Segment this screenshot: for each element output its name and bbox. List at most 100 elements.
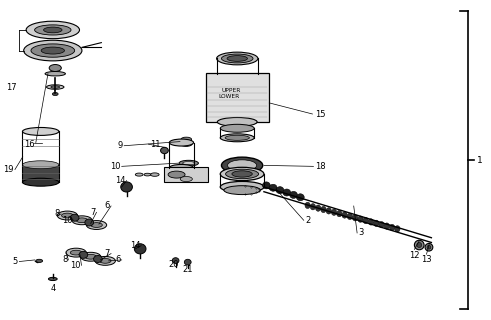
Text: 7: 7 [105, 249, 110, 258]
Ellipse shape [23, 178, 59, 186]
Ellipse shape [26, 21, 80, 39]
Ellipse shape [66, 248, 86, 257]
Ellipse shape [24, 40, 82, 61]
Ellipse shape [263, 182, 270, 189]
Ellipse shape [47, 85, 64, 89]
Ellipse shape [144, 173, 151, 176]
Ellipse shape [45, 71, 65, 76]
Ellipse shape [72, 216, 92, 225]
Ellipse shape [337, 211, 342, 217]
Text: 1: 1 [476, 156, 482, 164]
Text: 2: 2 [305, 216, 310, 225]
Text: 14: 14 [115, 176, 126, 185]
Ellipse shape [297, 194, 304, 201]
Ellipse shape [417, 243, 422, 248]
Ellipse shape [41, 47, 64, 54]
Ellipse shape [221, 54, 253, 63]
Ellipse shape [183, 162, 195, 165]
Text: 8: 8 [55, 209, 60, 219]
Ellipse shape [225, 169, 259, 179]
Ellipse shape [85, 219, 94, 226]
Ellipse shape [305, 202, 310, 209]
Ellipse shape [425, 244, 433, 251]
Text: 3: 3 [358, 228, 364, 237]
Text: 13: 13 [421, 255, 432, 264]
Ellipse shape [225, 135, 249, 140]
Ellipse shape [358, 216, 363, 222]
Text: 4: 4 [50, 284, 55, 293]
Text: 10: 10 [70, 261, 81, 270]
Ellipse shape [395, 226, 400, 232]
Ellipse shape [23, 161, 59, 169]
Ellipse shape [34, 25, 71, 35]
Ellipse shape [368, 219, 374, 225]
Ellipse shape [316, 205, 321, 211]
Ellipse shape [49, 65, 61, 71]
Ellipse shape [168, 171, 185, 178]
Text: 19: 19 [3, 165, 14, 174]
Ellipse shape [363, 217, 368, 224]
Text: 9: 9 [118, 141, 123, 150]
Ellipse shape [57, 211, 78, 220]
Ellipse shape [220, 167, 264, 180]
Ellipse shape [218, 117, 257, 126]
Ellipse shape [427, 245, 431, 249]
Ellipse shape [224, 186, 260, 195]
Ellipse shape [161, 147, 168, 154]
Text: 5: 5 [13, 257, 18, 266]
Ellipse shape [179, 160, 198, 166]
Ellipse shape [169, 164, 193, 172]
Ellipse shape [331, 209, 337, 215]
Ellipse shape [353, 215, 358, 221]
Ellipse shape [384, 223, 389, 229]
Ellipse shape [81, 252, 101, 261]
Ellipse shape [150, 173, 159, 176]
Ellipse shape [44, 27, 62, 33]
Ellipse shape [172, 258, 179, 263]
Ellipse shape [347, 213, 353, 220]
Ellipse shape [95, 256, 115, 265]
Text: 11: 11 [150, 140, 161, 148]
Ellipse shape [414, 240, 424, 250]
Ellipse shape [220, 124, 254, 132]
Ellipse shape [180, 141, 192, 146]
Ellipse shape [31, 44, 75, 57]
Ellipse shape [121, 182, 133, 192]
Ellipse shape [321, 206, 326, 213]
Text: 17: 17 [6, 83, 16, 92]
Text: 20: 20 [168, 260, 178, 269]
Text: 6: 6 [105, 202, 110, 211]
Text: 21: 21 [183, 265, 193, 274]
Ellipse shape [374, 220, 379, 227]
Ellipse shape [85, 254, 97, 259]
Ellipse shape [181, 137, 191, 142]
Ellipse shape [227, 56, 247, 61]
Ellipse shape [220, 181, 264, 193]
Text: 16: 16 [24, 140, 34, 148]
Ellipse shape [53, 92, 58, 96]
Ellipse shape [23, 127, 59, 135]
Ellipse shape [36, 259, 43, 262]
Text: 10: 10 [110, 162, 121, 171]
Ellipse shape [136, 173, 143, 176]
Ellipse shape [326, 208, 331, 214]
Text: 7: 7 [90, 208, 96, 217]
Ellipse shape [91, 223, 102, 228]
Ellipse shape [169, 139, 193, 146]
Ellipse shape [135, 244, 146, 254]
Ellipse shape [94, 255, 102, 262]
Ellipse shape [232, 171, 252, 177]
Ellipse shape [276, 187, 284, 194]
Ellipse shape [184, 259, 191, 265]
Text: 8: 8 [62, 255, 67, 264]
Ellipse shape [51, 86, 59, 88]
Text: 6: 6 [115, 255, 121, 264]
Ellipse shape [49, 277, 57, 281]
Ellipse shape [221, 157, 263, 174]
Ellipse shape [227, 160, 257, 171]
Bar [164, 167, 208, 182]
Ellipse shape [342, 212, 347, 218]
Ellipse shape [70, 214, 79, 221]
Ellipse shape [99, 259, 111, 263]
Text: 10: 10 [62, 216, 72, 225]
